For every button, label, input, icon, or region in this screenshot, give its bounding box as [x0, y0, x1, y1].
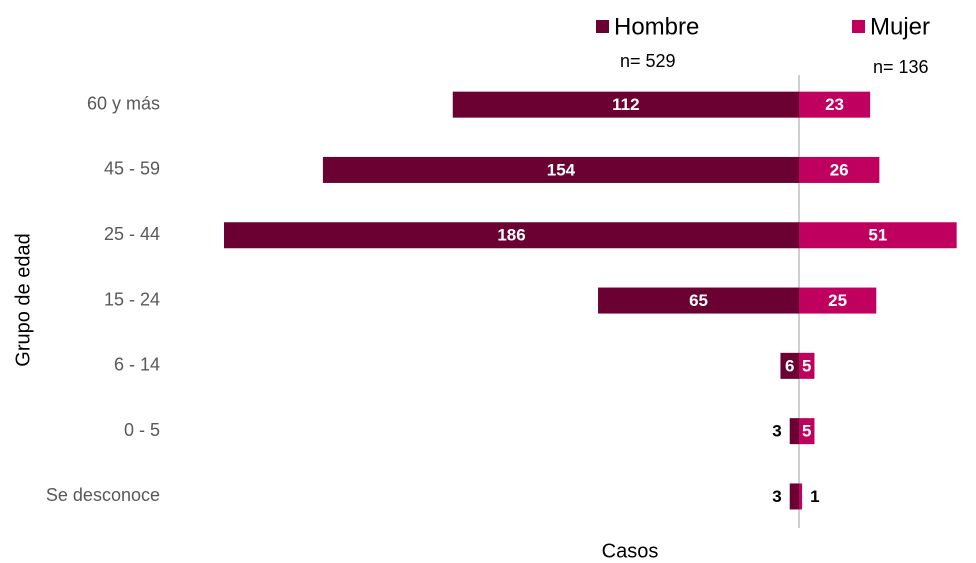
- x-axis-label: Casos: [602, 540, 659, 562]
- bar: [799, 91, 871, 118]
- data-label: 51: [868, 226, 887, 245]
- bar: [799, 222, 957, 249]
- data-label: 65: [689, 291, 708, 310]
- y-tick-label: Se desconoce: [46, 485, 160, 505]
- y-tick-label: 0 - 5: [124, 420, 160, 440]
- legend-note: n= 529: [620, 51, 676, 71]
- data-label: 26: [830, 160, 849, 179]
- data-label: 3: [772, 422, 781, 441]
- y-tick-label: 15 - 24: [104, 289, 160, 309]
- bar: [322, 156, 799, 183]
- data-label: 186: [497, 226, 525, 245]
- data-label: 25: [828, 291, 847, 310]
- bar: [799, 418, 815, 445]
- data-label: 5: [802, 422, 811, 441]
- bar: [799, 352, 815, 379]
- y-tick-label: 60 y más: [87, 93, 160, 113]
- data-label: 3: [772, 487, 781, 506]
- legend-swatch: [852, 20, 865, 33]
- y-tick-label: 45 - 59: [104, 159, 160, 179]
- data-label: 112: [612, 95, 639, 114]
- data-label: 5: [802, 356, 811, 375]
- data-label: 23: [825, 95, 844, 114]
- bar: [799, 483, 803, 510]
- legend-swatch: [596, 20, 609, 33]
- data-label: 6: [785, 356, 794, 375]
- bar: [224, 222, 799, 249]
- bar: [789, 483, 799, 510]
- legend-label: Mujer: [870, 13, 930, 40]
- bar: [780, 352, 799, 379]
- legend-note: n= 136: [873, 57, 929, 77]
- y-tick-label: 6 - 14: [114, 355, 160, 375]
- y-tick-label: 25 - 44: [104, 224, 160, 244]
- bar: [799, 287, 877, 314]
- legend-label: Hombre: [614, 13, 699, 40]
- data-label: 154: [547, 160, 576, 179]
- data-label: 1: [810, 487, 819, 506]
- bar: [452, 91, 799, 118]
- bar: [789, 418, 799, 445]
- bar: [598, 287, 799, 314]
- bar: [799, 156, 880, 183]
- y-axis-label: Grupo de edad: [12, 233, 34, 366]
